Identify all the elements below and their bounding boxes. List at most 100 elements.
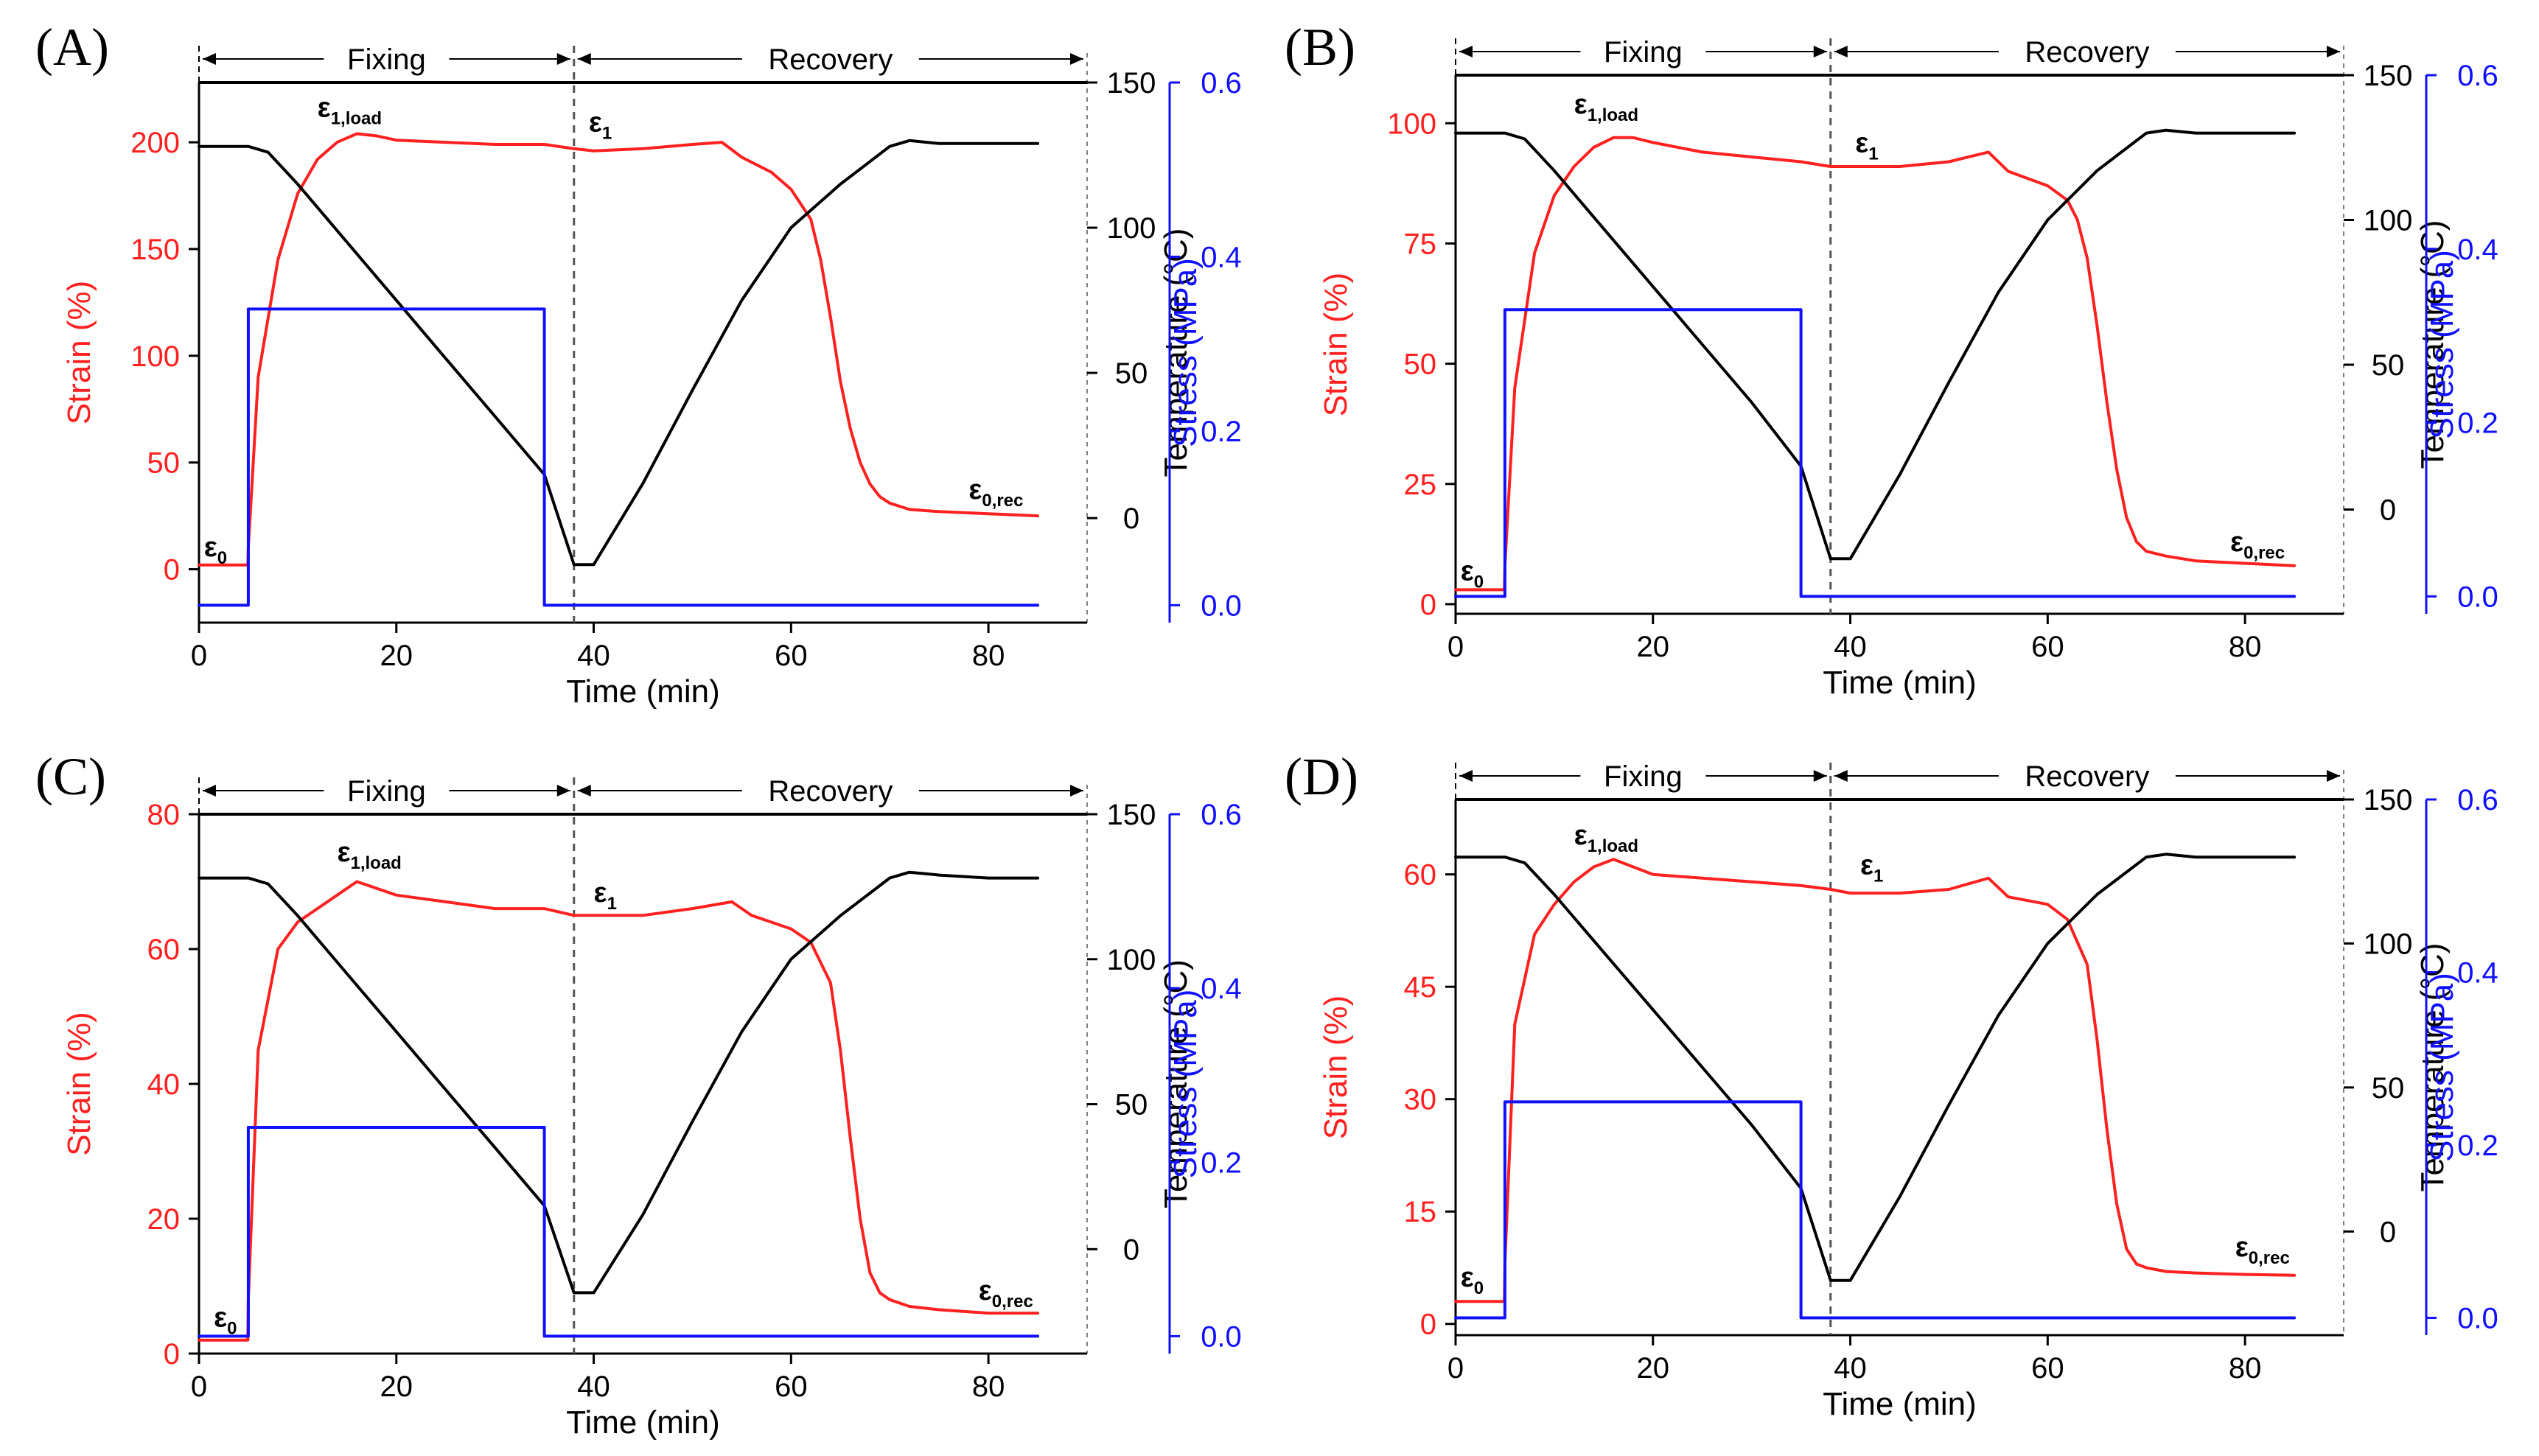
temperature-tick-label: 50 (2372, 349, 2405, 382)
x-tick-label: 0 (191, 1371, 207, 1403)
x-tick-label: 80 (2229, 1352, 2262, 1385)
stress-tick-label: 0.4 (2457, 957, 2498, 990)
fixing-arrowhead-right (1813, 770, 1827, 782)
panel-label: (A) (35, 18, 109, 77)
strain-tick-label: 0 (164, 1338, 180, 1371)
stress-axis-title: Stress (MPa) (2424, 973, 2460, 1162)
epsilon-annotation: ε1,load (1574, 820, 1638, 856)
temperature-tick-label: 100 (1107, 944, 1156, 976)
x-axis-title: Time (min) (566, 1404, 720, 1441)
x-tick-label: 0 (191, 640, 207, 672)
strain-tick-label: 150 (130, 234, 180, 266)
epsilon-subscript: 0,rec (2249, 1248, 2290, 1268)
strain-series-line (1454, 136, 2297, 592)
x-tick-label: 80 (2229, 631, 2262, 663)
epsilon-subscript: 1 (1873, 867, 1883, 886)
epsilon-annotation: ε0 (204, 532, 227, 568)
strain-series-line (1454, 858, 2297, 1303)
epsilon-symbol: ε (1461, 1262, 1474, 1293)
panel-label: (C) (35, 747, 106, 806)
panel-label: (B) (1285, 18, 1355, 77)
x-tick-label: 0 (1447, 1352, 1464, 1385)
recovery-arrowhead-left (577, 53, 591, 65)
epsilon-symbol: ε (2230, 527, 2243, 558)
strain-axis-title: Strain (%) (1318, 995, 1354, 1140)
epsilon-annotation: ε1,load (337, 837, 401, 873)
epsilon-subscript: 1,load (331, 108, 382, 128)
strain-tick-label: 60 (1404, 859, 1437, 892)
strain-tick-label: 200 (130, 127, 180, 159)
strain-tick-label: 25 (1404, 469, 1437, 501)
epsilon-symbol: ε (979, 1275, 992, 1306)
stress-series-line (1454, 1100, 2297, 1320)
stress-tick-label: 0.0 (1201, 1320, 1242, 1353)
recovery-arrowhead-left (1834, 770, 1848, 782)
stress-series-line (198, 307, 1040, 607)
strain-axis-title: Strain (%) (61, 1012, 97, 1156)
temperature-tick-label: 50 (1115, 1089, 1148, 1121)
chart-panel-1: (A) Fixing Recovery 0 20 40 60 80 Time (min) 0 50 1… (35, 18, 1242, 710)
recovery-arrowhead-right (2327, 46, 2340, 57)
x-tick-label: 60 (775, 640, 808, 672)
stress-tick-label: 0.6 (2457, 784, 2498, 816)
temperature-tick-label: 50 (1115, 357, 1148, 390)
epsilon-symbol: ε (204, 532, 217, 563)
chart-panel-3: (C) Fixing Recovery 0 20 40 60 80 Time (min) 0 20 4… (35, 747, 1242, 1441)
fixing-arrowhead-left (203, 53, 216, 65)
fixing-arrowhead-right (556, 785, 570, 797)
epsilon-symbol: ε (1461, 556, 1474, 587)
epsilon-subscript: 0,rec (2243, 543, 2285, 563)
x-tick-label: 20 (1637, 1352, 1670, 1385)
recovery-arrowhead-right (2327, 770, 2340, 782)
epsilon-subscript: 0 (1474, 572, 1484, 592)
strain-tick-label: 50 (1404, 349, 1437, 381)
stress-axis-title: Stress (MPa) (2424, 250, 2460, 439)
temperature-tick-label: 150 (2364, 784, 2413, 816)
epsilon-subscript: 0,rec (982, 491, 1023, 511)
chart-panel-4: (D) Fixing Recovery 0 20 40 60 80 Time (min) 0 15 3… (1285, 747, 2498, 1422)
strain-tick-label: 0 (164, 554, 180, 587)
x-tick-label: 40 (1834, 1352, 1867, 1385)
fixing-phase-label: Fixing (1604, 760, 1683, 793)
recovery-phase-label: Recovery (2025, 36, 2149, 69)
epsilon-symbol: ε (589, 108, 602, 139)
stress-tick-label: 0.2 (2457, 1130, 2498, 1162)
epsilon-annotation: ε0 (1461, 556, 1484, 592)
epsilon-subscript: 1,load (350, 853, 401, 873)
strain-tick-label: 0 (1420, 589, 1436, 621)
temperature-axis-title: Temperature (°C) (1158, 959, 1194, 1208)
fixing-arrowhead-right (556, 53, 570, 65)
temperature-tick-label: 100 (1107, 212, 1156, 245)
strain-tick-label: 0 (1420, 1309, 1436, 1341)
strain-tick-label: 40 (147, 1068, 181, 1101)
chart-panel-2: (B) Fixing Recovery 0 20 40 60 80 Time (min) 0 25 5… (1285, 18, 2498, 701)
epsilon-annotation: ε1 (1860, 850, 1883, 886)
strain-tick-label: 100 (1387, 108, 1436, 140)
fixing-arrowhead-right (1813, 46, 1827, 57)
x-tick-label: 20 (380, 1371, 413, 1403)
strain-tick-label: 75 (1404, 228, 1437, 260)
epsilon-subscript: 1,load (1588, 836, 1638, 856)
epsilon-symbol: ε (968, 475, 982, 505)
x-axis-title: Time (min) (566, 673, 720, 710)
stress-series-line (198, 1126, 1040, 1338)
epsilon-subscript: 1 (1868, 144, 1878, 164)
strain-tick-label: 60 (147, 934, 181, 966)
stress-tick-label: 0.0 (2457, 581, 2498, 613)
strain-tick-label: 80 (147, 799, 181, 831)
temperature-tick-label: 50 (2372, 1072, 2405, 1105)
epsilon-symbol: ε (594, 878, 607, 909)
epsilon-subscript: 0 (217, 548, 227, 568)
stress-axis-title: Stress (MPa) (1167, 258, 1204, 447)
fixing-arrowhead-left (1459, 46, 1473, 57)
epsilon-annotation: ε1 (594, 878, 617, 914)
recovery-arrowhead-right (1070, 785, 1083, 797)
epsilon-annotation: ε0,rec (968, 475, 1023, 511)
recovery-arrowhead-right (1070, 53, 1083, 65)
epsilon-symbol: ε (2235, 1232, 2249, 1263)
x-tick-label: 60 (2031, 1352, 2064, 1385)
recovery-phase-label: Recovery (768, 775, 893, 808)
strain-axis-title: Strain (%) (1318, 273, 1354, 417)
epsilon-annotation: ε1 (1855, 127, 1878, 164)
